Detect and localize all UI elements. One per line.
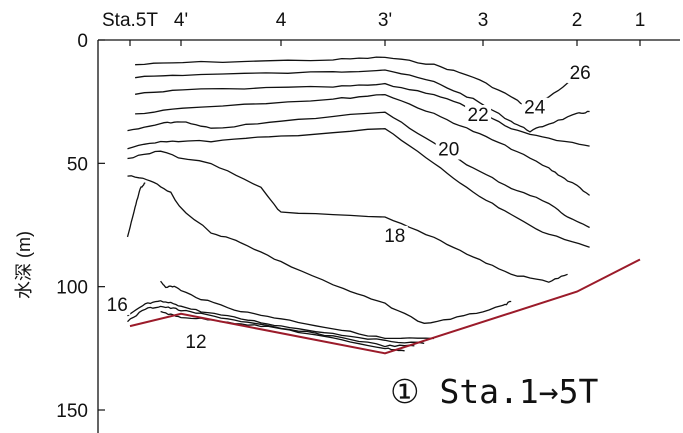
isotherm-line bbox=[135, 94, 590, 196]
isotherm-line bbox=[127, 111, 590, 229]
depth-ticks: 0 50 100 150 bbox=[56, 31, 105, 422]
isotherm-line bbox=[127, 175, 512, 324]
contour-label-bg bbox=[183, 331, 209, 352]
isotherm-line bbox=[127, 150, 568, 283]
depth-tick-label: 150 bbox=[56, 401, 88, 422]
station-label: 4' bbox=[174, 10, 188, 31]
contour-label-bg bbox=[465, 105, 492, 125]
contour-labels: 26 24 22 20 18 16 12 bbox=[104, 63, 594, 353]
contour-label-bg bbox=[381, 225, 408, 246]
station-label: 3 bbox=[478, 10, 489, 31]
station-label: 2 bbox=[572, 10, 583, 31]
depth-tick-label: 100 bbox=[56, 278, 88, 299]
depth-tick-label: 50 bbox=[67, 154, 88, 175]
transect-annotation: ① Sta.1→5T bbox=[390, 372, 599, 411]
isotherm-line bbox=[160, 280, 435, 340]
station-label: Sta.5T bbox=[102, 10, 158, 31]
isotherm-line bbox=[126, 182, 146, 238]
contour-label-bg bbox=[435, 139, 462, 160]
isotherm-line bbox=[127, 128, 590, 248]
isotherm-line bbox=[135, 69, 590, 133]
station-label: 4 bbox=[276, 10, 287, 31]
contour-label: 16 bbox=[107, 295, 128, 316]
temperature-contours bbox=[126, 56, 590, 352]
contour-label: 20 bbox=[438, 140, 459, 161]
contour-label: 22 bbox=[468, 105, 489, 126]
isotherm-line bbox=[127, 300, 425, 345]
isotherm-line bbox=[135, 56, 590, 110]
contour-label: 18 bbox=[384, 226, 405, 247]
y-axis-label: 水深 (m) bbox=[14, 231, 34, 299]
depth-tick-label: 0 bbox=[77, 31, 88, 52]
seabed-profile bbox=[129, 258, 641, 355]
seabed-line bbox=[129, 258, 641, 355]
contour-label-bg bbox=[104, 294, 131, 315]
isotherm-line bbox=[134, 82, 590, 147]
isotherm-line bbox=[127, 305, 415, 348]
station-ticks: Sta.5T 4' 4 3' 3 2 1 bbox=[102, 10, 645, 46]
station-label: 3' bbox=[378, 10, 392, 31]
contour-label: 12 bbox=[185, 332, 206, 353]
contour-label-bg bbox=[567, 63, 594, 84]
axes bbox=[97, 39, 680, 433]
station-label: 1 bbox=[635, 10, 646, 31]
contour-label: 24 bbox=[524, 98, 546, 119]
contour-label: 26 bbox=[570, 63, 591, 84]
isotherm-line bbox=[160, 310, 405, 352]
contour-label-bg bbox=[521, 97, 548, 118]
